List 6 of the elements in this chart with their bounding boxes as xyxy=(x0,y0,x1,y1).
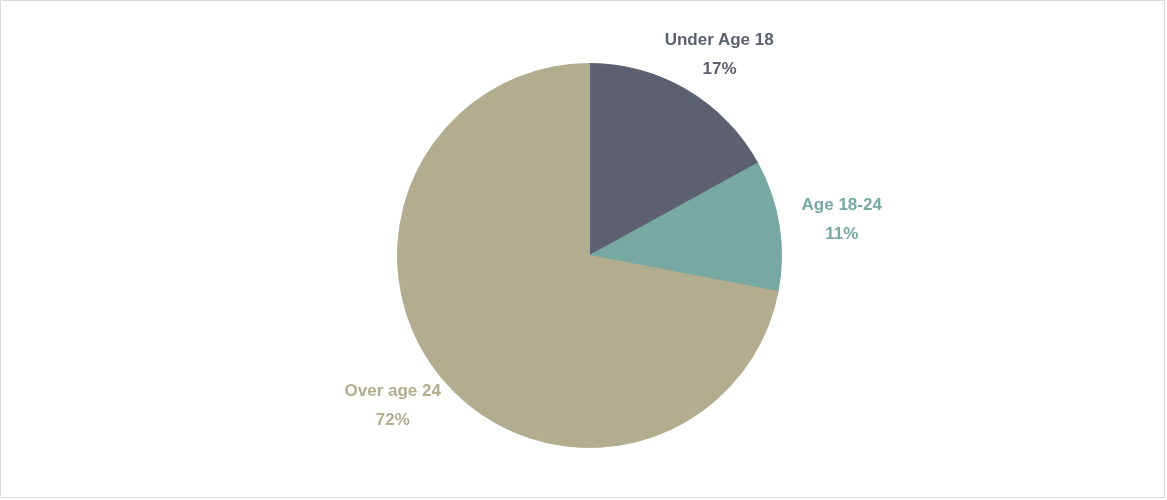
slice-label: Under Age 18 xyxy=(664,30,774,50)
data-label: 11% xyxy=(825,224,859,244)
data-label: 72% xyxy=(375,410,410,430)
slice-label: Age 18-24 xyxy=(801,195,883,215)
data-label: 17% xyxy=(702,59,737,79)
slice-label: Over age 24 xyxy=(344,381,442,401)
